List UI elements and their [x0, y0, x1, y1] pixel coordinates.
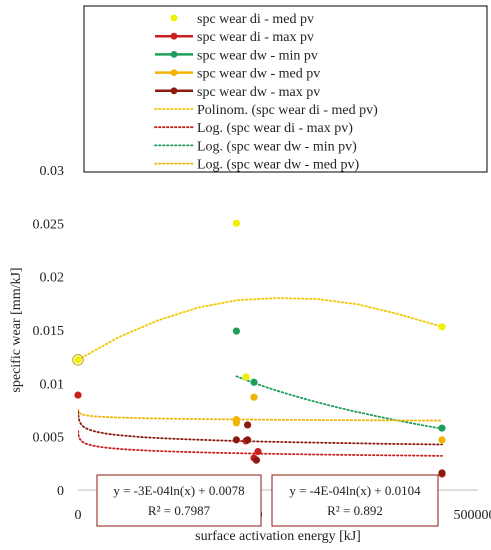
data-point-series-3 [250, 393, 258, 401]
trendline-4 [78, 410, 443, 446]
data-point-series-1 [254, 448, 262, 456]
legend: spc wear di - med pv spc wear di - max pv… [83, 5, 488, 173]
legend-label: spc wear dw - max pv [197, 85, 320, 100]
data-point-series-3 [232, 419, 240, 427]
y-tick-labels: 0 0.005 0.01 0.015 0.02 0.025 0.03 [33, 164, 65, 499]
data-point-series-4 [232, 436, 240, 444]
y-tick-label: 0.01 [40, 377, 65, 392]
equation-box-2: y = -4E-04ln(x) + 0.0104 R² = 0.892 [271, 474, 439, 527]
legend-label: Polinom. (spc wear di - med pv) [197, 103, 378, 118]
data-point-series-4 [244, 436, 252, 444]
data-point-series-2 [250, 378, 258, 386]
legend-marker [170, 32, 178, 40]
data-point-series-3 [438, 436, 446, 444]
data-point-series-0 [242, 373, 250, 381]
data-point-series-4 [244, 421, 252, 429]
trendlines [78, 297, 443, 457]
x-axis-label: surface activation energy [kJ] [195, 529, 361, 544]
data-point-series-4 [252, 456, 260, 464]
data-point-series-0 [438, 323, 446, 331]
equation-1: y = -3E-04ln(x) + 0.0078 [113, 483, 244, 498]
legend-label: Log. (spc wear dw - min pv) [197, 139, 357, 154]
y-tick-label: 0.025 [33, 217, 65, 232]
data-point-highlight [72, 354, 84, 366]
r2-1: R² = 0.7987 [148, 503, 211, 518]
legend-label: spc wear dw - med pv [197, 67, 320, 82]
legend-label: spc wear di - med pv [197, 12, 314, 27]
data-point-series-1 [74, 391, 82, 399]
y-tick-label: 0.02 [40, 271, 65, 286]
legend-label: Log. (spc wear di - max pv) [197, 121, 353, 136]
x-tick-label: 0 [75, 508, 82, 523]
x-tick-label: 5000000 [454, 508, 491, 523]
legend-marker [170, 51, 178, 58]
legend-label: spc wear di - max pv [197, 30, 314, 45]
legend-box [83, 5, 488, 173]
legend-items: spc wear di - med pv spc wear di - max pv… [154, 12, 378, 173]
r2-2: R² = 0.892 [327, 503, 383, 518]
data-point-series-4 [438, 469, 446, 477]
legend-marker [170, 14, 178, 22]
y-tick-label: 0.005 [33, 431, 65, 446]
y-tick-label: 0.015 [33, 324, 65, 339]
equation-box-1: y = -3E-04ln(x) + 0.0078 R² = 0.7987 [96, 474, 262, 527]
trendline-3 [78, 409, 443, 422]
legend-label: spc wear dw - min pv [197, 48, 318, 63]
y-tick-label: 0.03 [40, 164, 65, 179]
legend-marker [170, 87, 178, 95]
legend-marker [170, 69, 178, 76]
legend-label: Log. (spc wear dw - med pv) [197, 158, 359, 173]
trendline-0 [78, 297, 443, 361]
data-point-series-2 [232, 327, 240, 335]
data-point-series-0 [232, 219, 240, 227]
data-point-series-2 [438, 424, 446, 432]
data-point-series-0 [74, 356, 82, 364]
data-points [72, 219, 446, 478]
y-axis-label: specific wear [mm/kJ] [9, 267, 24, 392]
y-tick-label: 0 [57, 484, 64, 499]
equation-2: y = -4E-04ln(x) + 0.0104 [289, 483, 421, 498]
trendline-1 [78, 430, 443, 457]
